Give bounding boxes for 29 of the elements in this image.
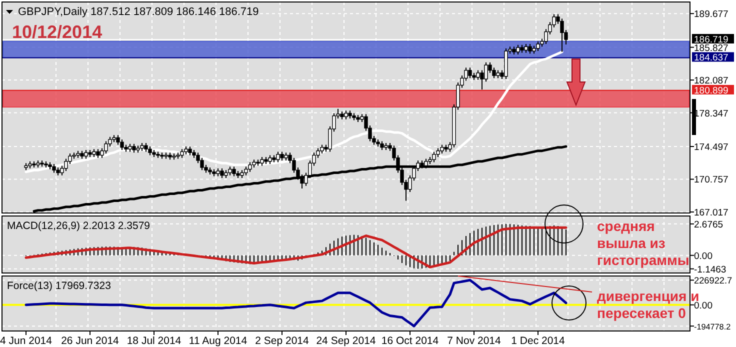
y-tick-label: -1.1463 [694,264,726,276]
y-tick-label: 182.087 [694,76,728,87]
ref-line-label: 180.899 [694,85,728,96]
x-tick-label: 7 Nov 2014 [447,335,502,347]
x-tick-label: 1 Dec 2014 [511,335,566,347]
ref-line-label: 184.637 [694,52,728,64]
x-tick-label: 26 Jun 2014 [61,335,120,347]
x-tick-label: 24 Sep 2014 [316,335,376,347]
chart-title: MACD(12,26,9) 2.2013 2.3579 [7,220,150,232]
ref-line-label: 186.719 [694,34,728,46]
y-tick-label: 2.6765 [694,219,724,230]
x-tick-label: 2 Sep 2014 [255,335,310,347]
x-tick-label: 4 Jun 2014 [0,335,52,347]
y-tick-label: 185.827 [694,42,728,54]
x-tick-label: 11 Aug 2014 [188,335,248,347]
x-tick-label: 18 Jul 2014 [126,335,182,347]
y-tick-label: 0.00 [694,300,712,312]
y-tick-label: 226922.7 [694,276,732,286]
y-tick-label: 189.677 [694,9,728,20]
y-tick-label: 174.497 [694,142,728,153]
x-tick-label: 16 Oct 2014 [381,335,439,347]
chart-title: Force(13) 17969.7323 [7,280,112,292]
y-tick-label: -194778.2 [694,322,732,332]
chart-title: GBPJPY,Daily 187.512 187.809 186.146 186.719 [18,6,259,18]
y-tick-label: 170.757 [694,174,728,186]
y-tick-label: 167.017 [694,207,728,218]
text: 10/12/2014 [12,22,102,42]
y-tick-label: 0.00 [694,250,712,262]
text: средняя вышла из гистограммы [597,218,690,268]
